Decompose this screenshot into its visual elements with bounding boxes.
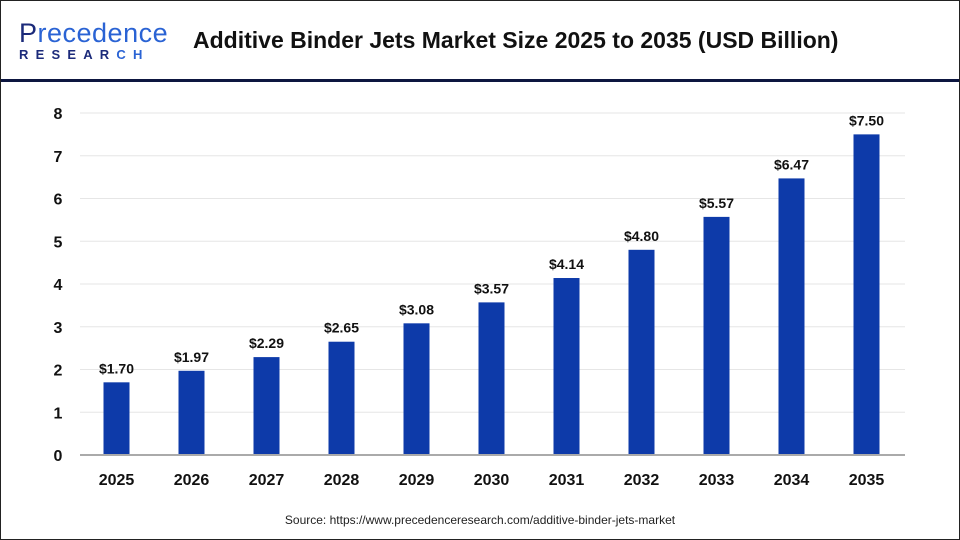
precedence-research-logo: Precedence RESEARCH [19, 18, 169, 62]
data-label: $2.29 [249, 335, 284, 351]
header: Precedence RESEARCH Additive Binder Jets… [1, 1, 959, 82]
bar-2031 [553, 278, 580, 455]
data-label: $7.50 [849, 112, 884, 128]
bar-2027 [253, 357, 280, 455]
data-label: $1.70 [99, 360, 134, 376]
bar-2026 [178, 370, 205, 455]
data-label: $4.80 [624, 228, 659, 244]
y-tick-label: 6 [54, 192, 63, 209]
data-label: $3.57 [474, 280, 509, 296]
y-tick-label: 0 [54, 448, 63, 465]
bar-2029 [403, 323, 430, 455]
bar-2028 [328, 341, 355, 455]
bar-2030 [478, 302, 505, 455]
y-tick-label: 3 [54, 320, 63, 337]
chart-title: Additive Binder Jets Market Size 2025 to… [193, 27, 839, 53]
data-label: $5.57 [699, 195, 734, 211]
y-tick-label: 4 [54, 277, 63, 294]
data-label: $2.65 [324, 320, 359, 336]
bar-2025 [103, 382, 130, 455]
x-tick-label: 2032 [624, 472, 660, 489]
x-tick-label: 2034 [774, 472, 810, 489]
x-tick-label: 2029 [399, 472, 435, 489]
bar-2033 [703, 216, 730, 455]
x-tick-label: 2028 [324, 472, 360, 489]
x-tick-label: 2025 [99, 472, 135, 489]
bar-2032 [628, 249, 655, 455]
x-tick-label: 2027 [249, 472, 285, 489]
data-label: $4.14 [549, 256, 584, 272]
data-label: $3.08 [399, 301, 434, 317]
source-note: Source: https://www.precedenceresearch.c… [284, 513, 676, 527]
bar-2034 [778, 178, 805, 455]
y-tick-label: 5 [54, 234, 63, 251]
x-tick-label: 2030 [474, 472, 510, 489]
x-tick-label: 2026 [174, 472, 210, 489]
y-tick-label: 7 [54, 149, 63, 166]
y-tick-label: 8 [54, 106, 63, 123]
bar-2035 [853, 134, 880, 455]
data-label: $6.47 [774, 156, 809, 172]
y-tick-label: 2 [54, 363, 63, 380]
data-label: $1.97 [174, 349, 209, 365]
x-tick-label: 2031 [549, 472, 585, 489]
x-tick-label: 2035 [849, 472, 885, 489]
x-tick-label: 2033 [699, 472, 735, 489]
y-tick-label: 1 [54, 405, 63, 422]
